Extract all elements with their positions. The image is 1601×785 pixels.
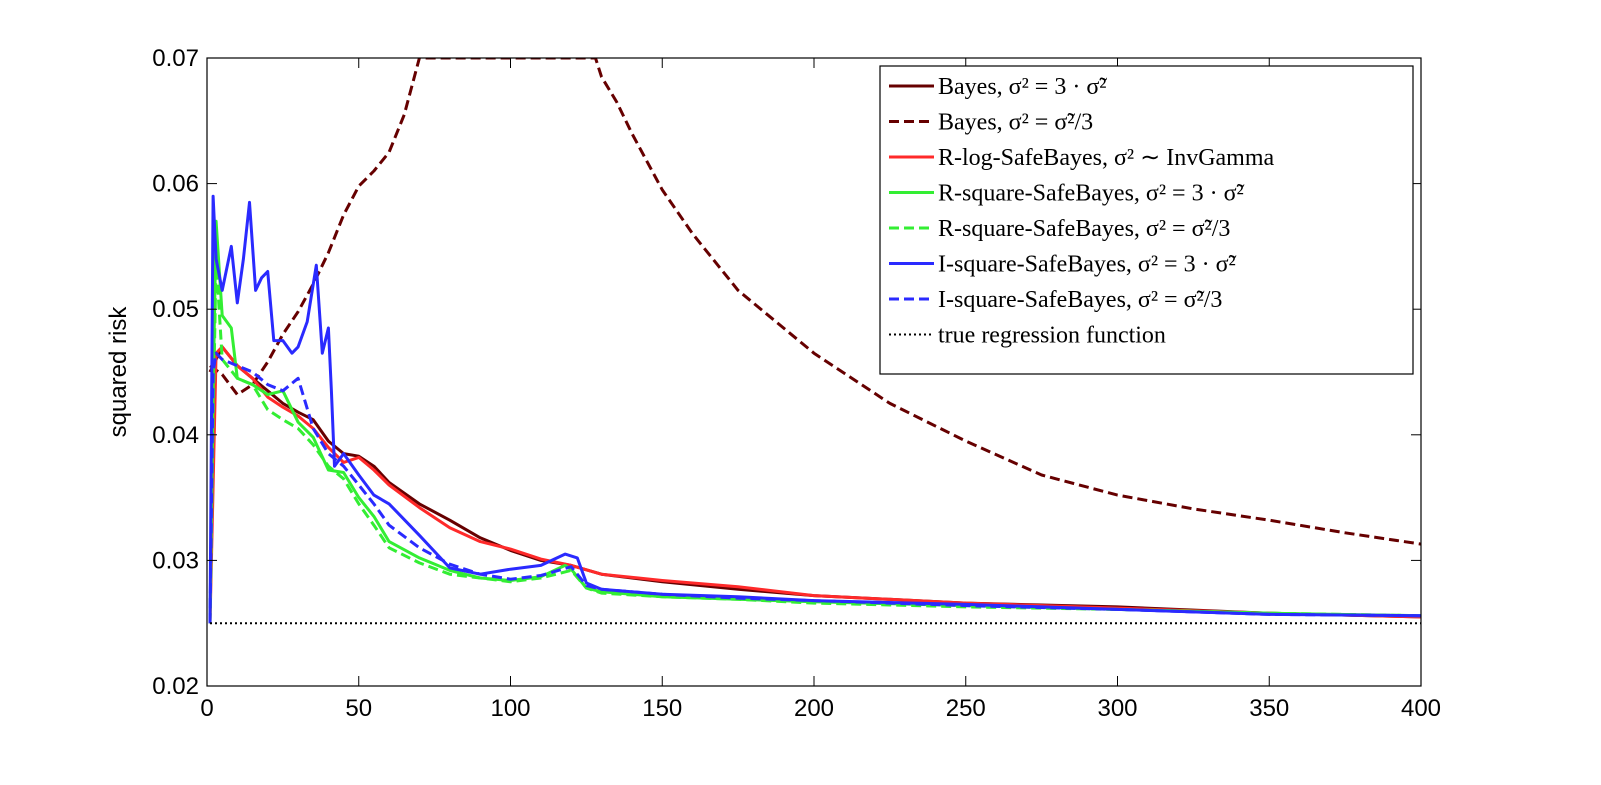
x-tick-label: 400	[1401, 695, 1441, 722]
x-tick-label: 100	[490, 695, 530, 722]
x-tick-label: 200	[794, 695, 834, 722]
legend-label-r-square-safebayes-third: R-square-SafeBayes, σ² = σ̃²/3	[938, 216, 1230, 242]
y-tick-label: 0.06	[152, 171, 199, 198]
series-line-bayes-var-third	[209, 58, 1421, 546]
legend-entries: Bayes, σ² = 3 · σ̃² Bayes, σ² = σ̃²/3 R-lo…	[889, 74, 1275, 349]
y-tick-label: 0.05	[152, 296, 199, 323]
legend: Bayes, σ² = 3 · σ̃² Bayes, σ² = σ̃²/3 R-lo…	[879, 65, 1414, 375]
axis-ticks: 0 50 100 150 200 250 300 350 400 0.02 0.03 0.04 0.05…	[152, 45, 1441, 722]
y-tick-label: 0.03	[152, 547, 199, 574]
y-tick-label: 0.07	[152, 45, 199, 72]
legend-label-bayes-var-third: Bayes, σ² = σ̃²/3	[938, 110, 1093, 136]
x-tick-label: 300	[1097, 695, 1137, 722]
legend-label-bayes-var-3x: Bayes, σ² = 3 · σ̃²	[938, 74, 1107, 100]
y-tick-label: 0.04	[152, 422, 199, 449]
series-line-r-log-safebayes	[208, 345, 1421, 624]
y-tick-label: 0.02	[152, 673, 199, 700]
x-tick-label: 50	[345, 695, 372, 722]
series-line-i-square-safebayes-third	[208, 351, 1421, 624]
series-layer	[208, 58, 1421, 625]
legend-label-true-regression: true regression function	[938, 323, 1166, 349]
legend-label-i-square-safebayes-3x: I-square-SafeBayes, σ² = 3 · σ̃²	[938, 252, 1237, 278]
y-axis-label: squared risk	[105, 306, 132, 438]
x-tick-label: 350	[1249, 695, 1289, 722]
x-tick-label: 150	[642, 695, 682, 722]
legend-label-r-log-safebayes: R-log-SafeBayes, σ² ∼ InvGamma	[938, 145, 1275, 171]
legend-label-i-square-safebayes-third: I-square-SafeBayes, σ² = σ̃²/3	[938, 287, 1222, 313]
legend-box	[879, 65, 1414, 375]
legend-label-r-square-safebayes-3x: R-square-SafeBayes, σ² = 3 · σ̃²	[938, 181, 1245, 207]
x-tick-label: 250	[946, 695, 986, 722]
x-tick-label: 0	[200, 695, 213, 722]
